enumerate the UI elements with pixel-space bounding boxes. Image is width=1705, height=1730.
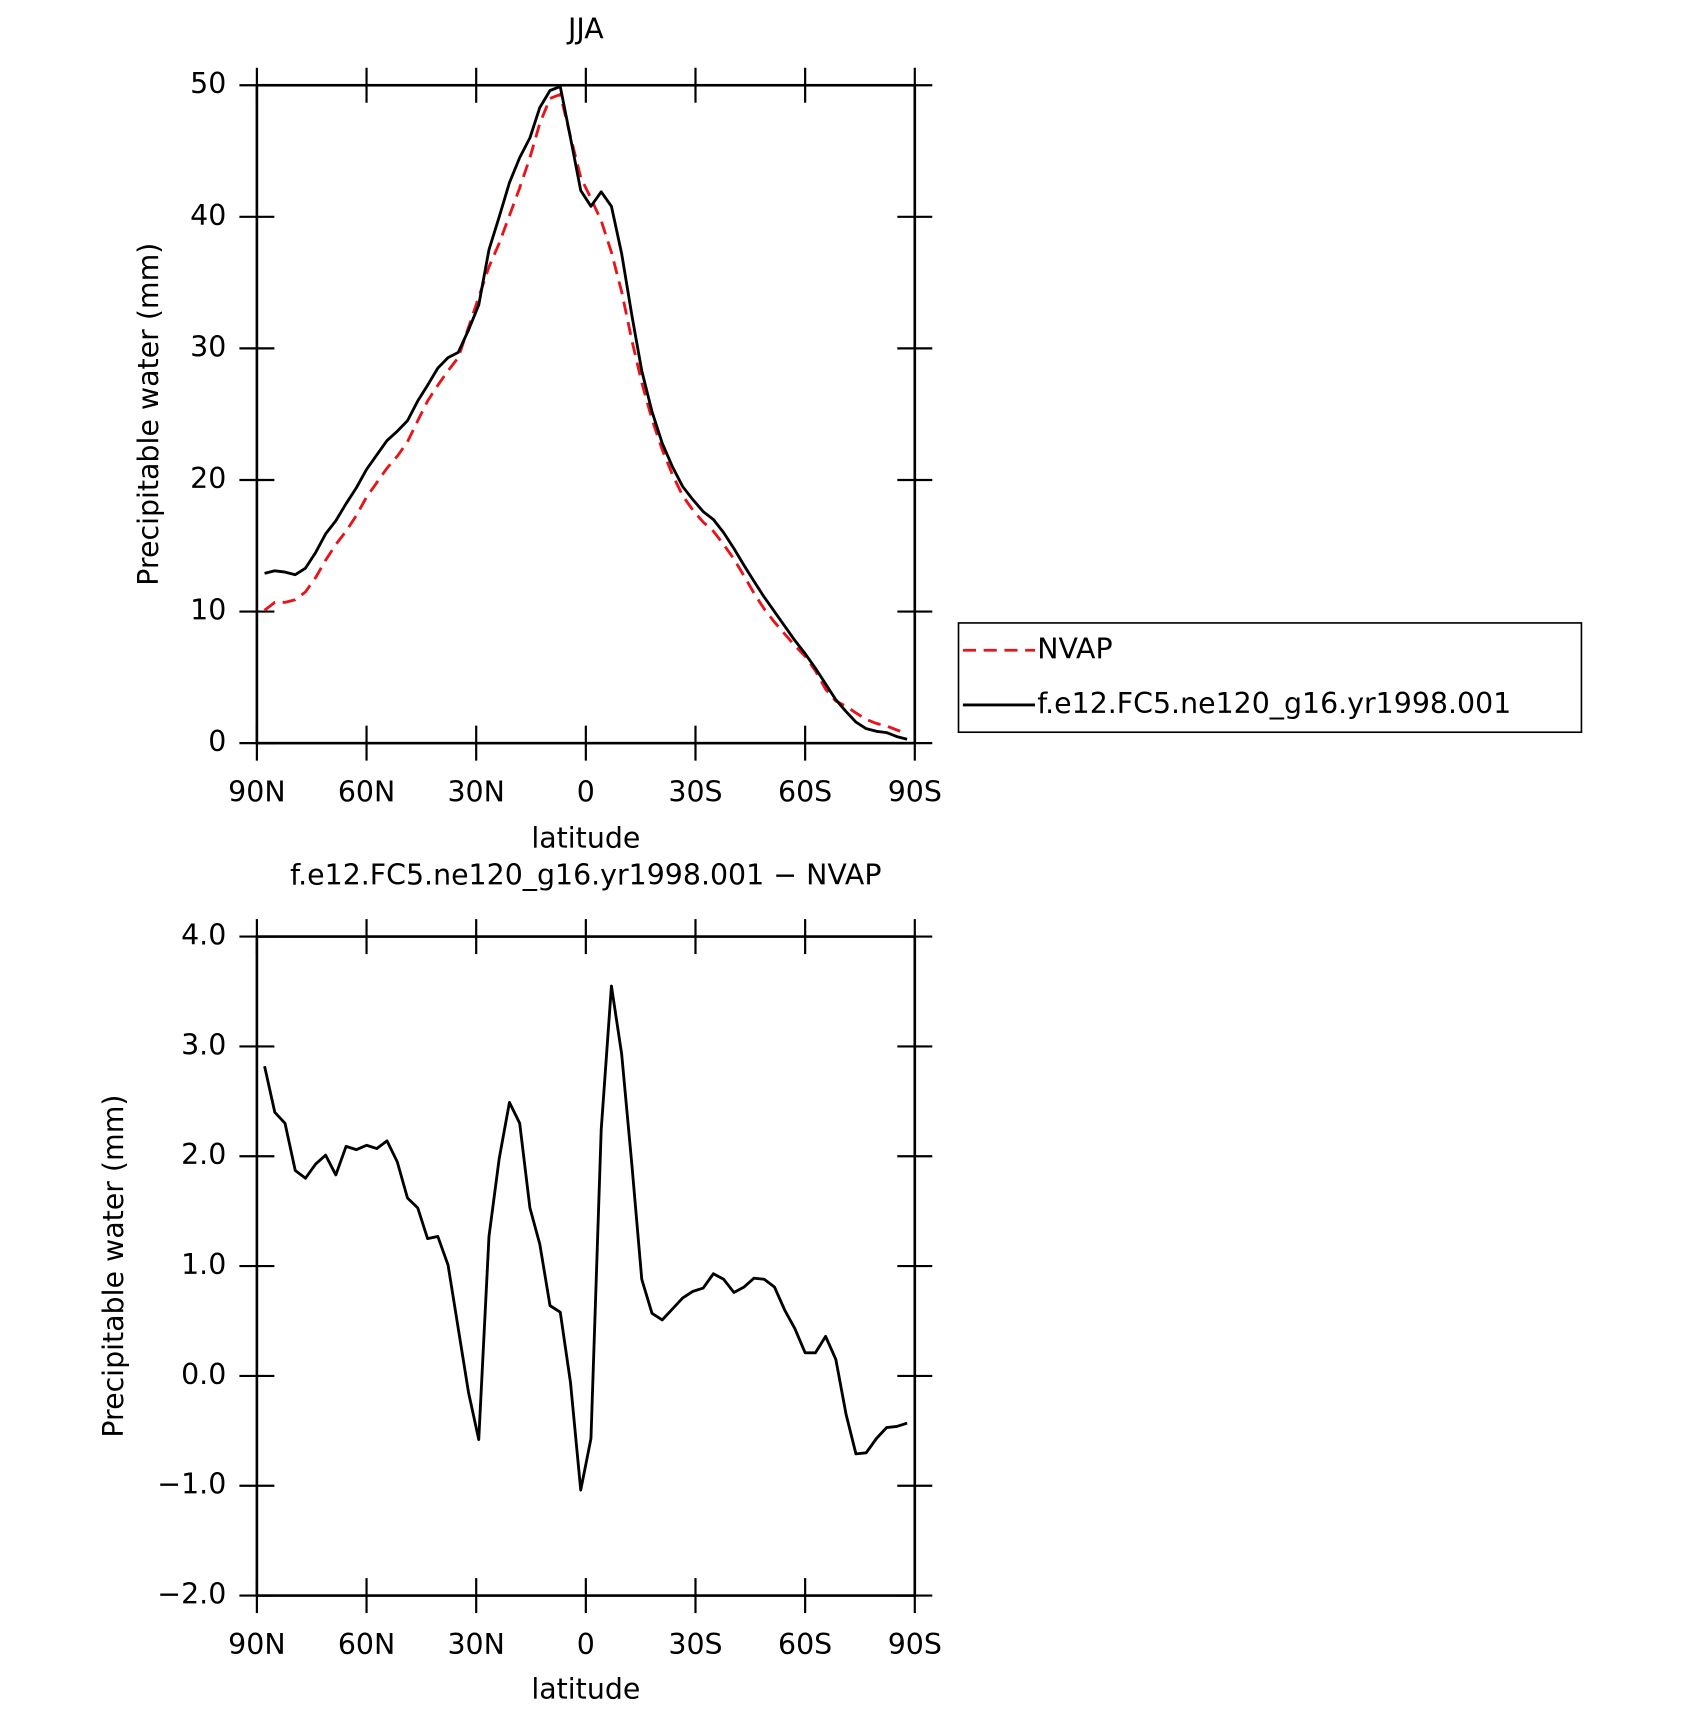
y-tick-label: 4.0 (181, 919, 226, 952)
plot-frame (255, 83, 917, 745)
x-tick-label: 90N (228, 1628, 285, 1661)
x-tick-label: 60N (338, 775, 395, 808)
data-line (263, 93, 908, 736)
y-axis-label: Precipitable water (mm) (97, 1095, 130, 1438)
x-tick-label: 60S (778, 1628, 832, 1661)
y-tick-label: −1.0 (157, 1468, 226, 1501)
y-tick-label: 30 (190, 330, 226, 363)
y-tick-label: −2.0 (157, 1578, 226, 1611)
chart-title: f.e12.FC5.ne120_g16.yr1998.001 − NVAP (290, 858, 881, 891)
x-tick-label: 0 (577, 1628, 595, 1661)
y-tick-label: 0 (208, 725, 226, 758)
x-tick-label: 30S (668, 775, 722, 808)
y-tick-label: 50 (190, 67, 226, 100)
x-tick-label: 90S (888, 1628, 942, 1661)
x-tick-label: 60N (338, 1628, 395, 1661)
x-tick-label: 30S (668, 1628, 722, 1661)
y-tick-label: 10 (190, 594, 226, 627)
data-line (263, 984, 908, 1492)
data-line (264, 85, 908, 741)
x-tick-label: 60S (778, 775, 832, 808)
y-tick-label: 1.0 (181, 1248, 226, 1281)
y-tick-label: 3.0 (181, 1028, 226, 1061)
x-tick-label: 30N (447, 775, 504, 808)
x-tick-label: 0 (577, 775, 595, 808)
y-tick-label: 2.0 (181, 1138, 226, 1171)
y-tick-label: 40 (190, 199, 226, 232)
y-tick-label: 20 (190, 462, 226, 495)
y-axis-label: Precipitable water (mm) (132, 243, 165, 586)
legend-box (957, 622, 1583, 734)
legend-label: NVAP (1037, 632, 1112, 665)
x-axis-label: latitude (531, 1673, 640, 1706)
x-tick-label: 90S (888, 775, 942, 808)
plot-frame (255, 935, 917, 1597)
x-tick-label: 30N (447, 1628, 504, 1661)
x-axis-label: latitude (531, 821, 640, 854)
y-tick-label: 0.0 (181, 1358, 226, 1391)
legend-label: f.e12.FC5.ne120_g16.yr1998.001 (1037, 687, 1511, 720)
x-tick-label: 90N (228, 775, 285, 808)
chart-title: JJA (566, 13, 604, 46)
